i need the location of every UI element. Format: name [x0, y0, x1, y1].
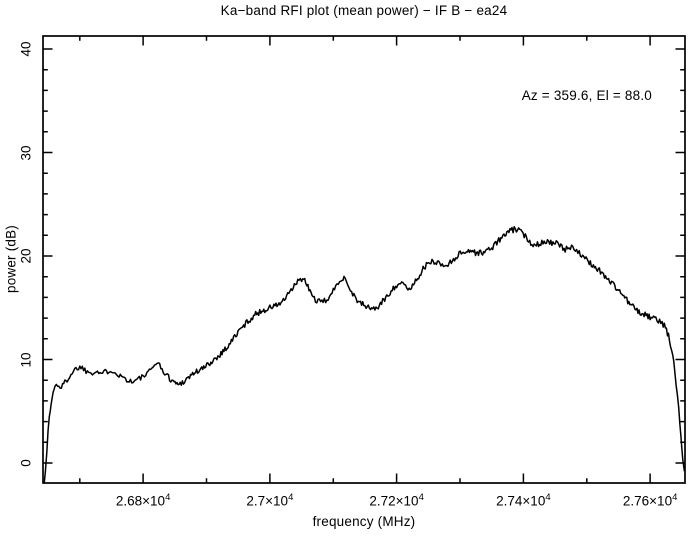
axis-ticks [43, 36, 685, 483]
x-tick-label: 2.76×104 [622, 492, 678, 509]
x-axis-label: frequency (MHz) [312, 514, 416, 529]
az-el-annotation: Az = 359.6, El = 88.0 [521, 88, 652, 103]
y-tick-label: 30 [18, 145, 34, 161]
y-tick-label: 0 [18, 459, 34, 467]
x-tick-label: 2.68×104 [115, 492, 171, 509]
spectrum-trace [43, 225, 686, 483]
y-tick-label: 20 [18, 248, 34, 264]
y-tick-label: 40 [18, 41, 34, 57]
x-tick-label: 2.74×104 [496, 492, 551, 509]
plot-title: Ka−band RFI plot (mean power) − IF B − e… [220, 3, 508, 18]
x-tick-label: 2.7×104 [246, 492, 294, 509]
y-tick-label: 10 [18, 352, 34, 368]
x-tick-label: 2.72×104 [369, 492, 424, 509]
plot-frame [42, 35, 686, 484]
